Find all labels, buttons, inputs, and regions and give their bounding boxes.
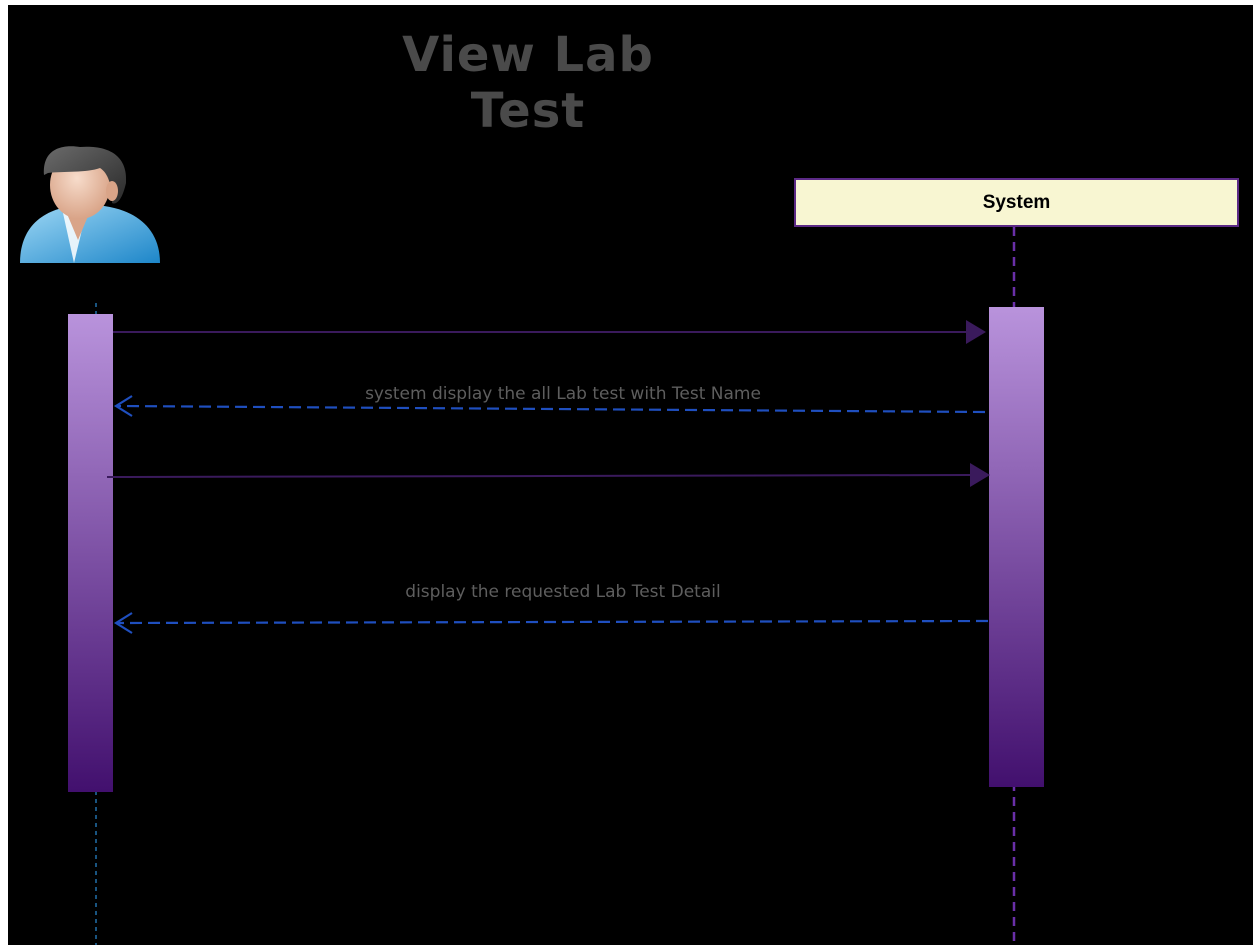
- message-3-arrow: [106, 463, 990, 487]
- diagram-title-line-2: Test: [470, 83, 586, 139]
- message-2-label: system display the all Lab test with Tes…: [365, 384, 761, 404]
- diagram-title-line-1: View Lab: [402, 27, 654, 83]
- diagram-title: View Lab Test: [338, 27, 718, 139]
- sequence-diagram: View Lab Test System system display the …: [8, 5, 1253, 945]
- message-4-return-arrow: [113, 612, 989, 634]
- message-1-arrow: [113, 320, 986, 344]
- message-2-return-arrow: [113, 395, 986, 417]
- system-participant-label: System: [982, 191, 1051, 213]
- user-actor-icon: [20, 146, 160, 263]
- system-activation-bar: [989, 307, 1044, 787]
- diagram-graphics: [20, 146, 1044, 945]
- message-4-label: display the requested Lab Test Detail: [405, 582, 721, 602]
- system-participant-box: System: [794, 178, 1239, 227]
- user-activation-bar: [68, 314, 113, 792]
